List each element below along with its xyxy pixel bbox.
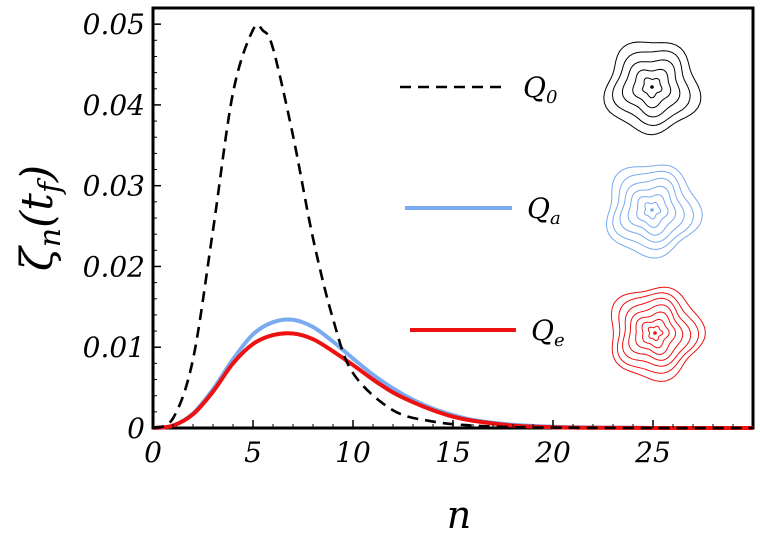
contour-ring — [621, 59, 681, 118]
contour-ring — [641, 318, 670, 349]
x-tick-label: 20 — [534, 436, 571, 469]
y-tick-label: 0.02 — [83, 250, 145, 283]
contour-ring — [611, 50, 691, 127]
x-axis-ticks: 0 5 10 15 20 25 — [144, 420, 734, 469]
x-tick-label: 5 — [244, 436, 262, 469]
y-axis-label: ζn(tf) — [12, 165, 68, 271]
legend-label-Qe: Qe — [531, 314, 565, 351]
contour-ring — [610, 286, 706, 382]
x-tick-label: 10 — [335, 436, 371, 469]
y-tick-label: 0.05 — [83, 8, 145, 41]
contour-ring — [605, 164, 703, 259]
y-axis-label-text: ζn(tf) — [12, 165, 68, 271]
contour-ring — [628, 304, 684, 361]
y-axis-ticks: 0 0.01 0.02 0.03 0.04 0.05 — [83, 8, 161, 445]
contour-ring — [647, 325, 664, 341]
contour-ring — [642, 77, 663, 99]
contour-ring — [632, 68, 672, 109]
y-tick-label: 0.03 — [83, 170, 145, 203]
y-tick-label: 0 — [127, 412, 145, 445]
x-tick-label: 15 — [435, 436, 471, 469]
contour-ring — [619, 177, 685, 243]
y-tick-label: 0.04 — [83, 89, 145, 122]
legend-label-Q0: Q0 — [523, 71, 557, 108]
contour-center — [653, 331, 657, 335]
contour-ring — [636, 194, 669, 228]
series-group — [152, 23, 754, 431]
contour-ring — [616, 292, 700, 374]
series-line-Q0 — [152, 23, 754, 430]
contour-ring — [643, 202, 662, 220]
contour-ring — [635, 311, 677, 355]
Q0-contour-icon — [603, 41, 702, 136]
x-axis-label: n — [447, 493, 471, 537]
contour-ring — [603, 41, 702, 136]
contour-center — [650, 208, 654, 212]
x-tick-label: 25 — [634, 436, 671, 469]
y-tick-label: 0.01 — [83, 331, 145, 364]
x-tick-label: 0 — [144, 436, 162, 469]
Qe-contour-icon — [610, 286, 706, 382]
contour-ring — [627, 185, 677, 236]
legend-label-Qa: Qa — [527, 192, 561, 229]
series-line-Qa — [152, 317, 754, 431]
legend: Q0 Qa Qe — [400, 41, 706, 382]
contour-ring — [622, 297, 692, 367]
contour-ring — [612, 170, 695, 251]
series-line-Qe — [152, 331, 754, 431]
contour-center — [650, 85, 654, 89]
Qa-contour-icon — [605, 164, 703, 259]
